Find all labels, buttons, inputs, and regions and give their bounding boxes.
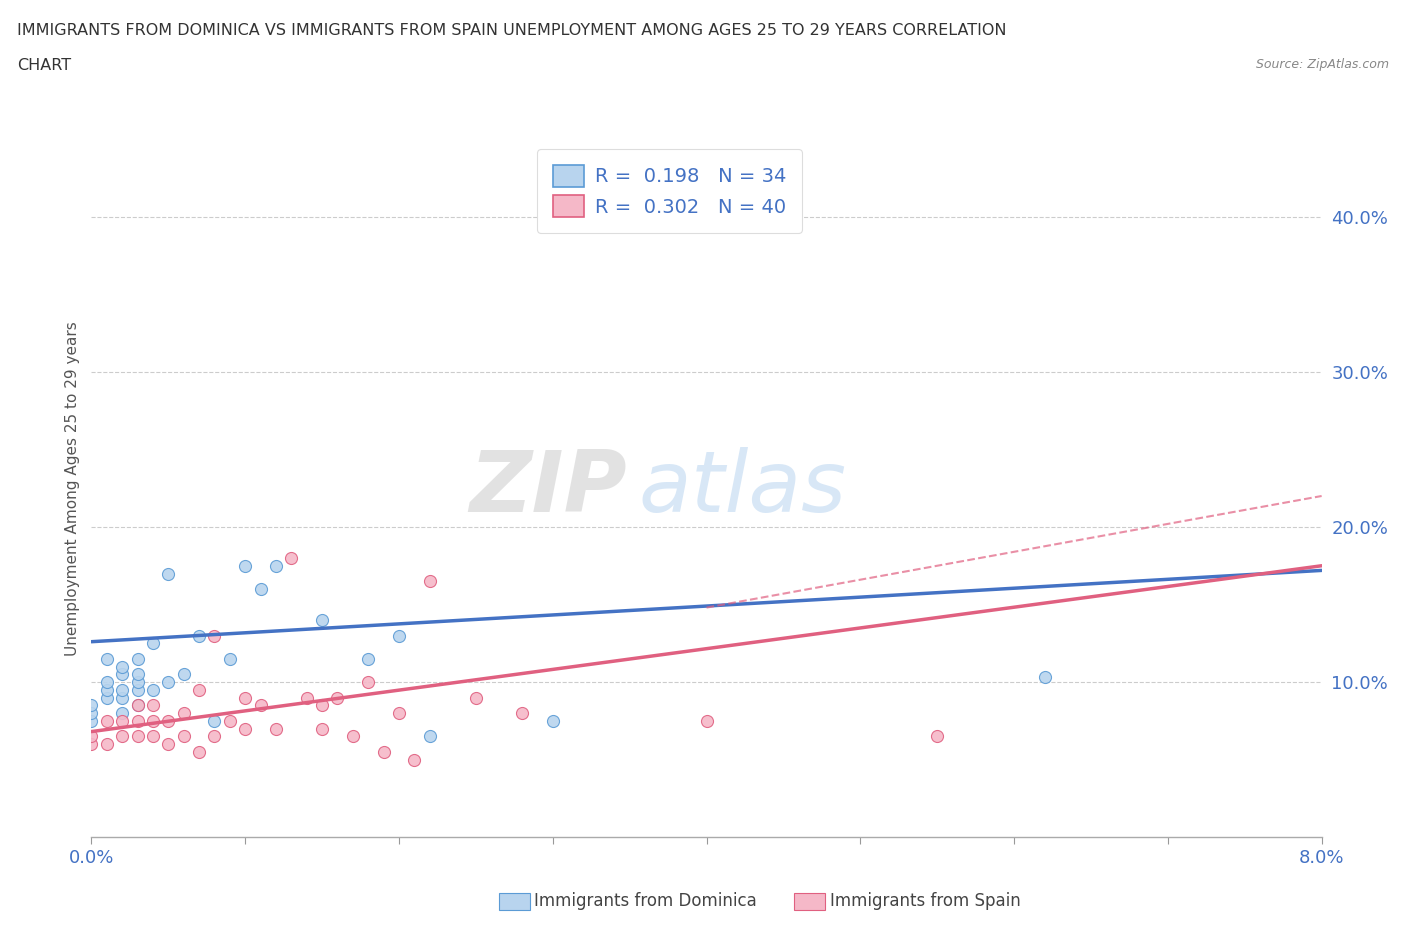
Point	[233, 558, 256, 573]
Point	[419, 574, 441, 589]
Point	[695, 713, 717, 728]
Point	[202, 713, 225, 728]
Point	[264, 558, 287, 573]
Y-axis label: Unemployment Among Ages 25 to 29 years: Unemployment Among Ages 25 to 29 years	[65, 321, 80, 656]
Point	[233, 690, 256, 705]
Point	[111, 659, 134, 674]
Point	[218, 713, 240, 728]
Text: CHART: CHART	[17, 58, 70, 73]
Point	[188, 744, 211, 759]
Point	[127, 651, 149, 666]
Point	[388, 706, 411, 721]
Legend: R =  0.198   N = 34, R =  0.302   N = 40: R = 0.198 N = 34, R = 0.302 N = 40	[537, 149, 803, 233]
Point	[388, 628, 411, 643]
Text: ZIP: ZIP	[470, 446, 627, 530]
Point	[1033, 670, 1056, 684]
Point	[96, 651, 118, 666]
Point	[249, 698, 271, 712]
Point	[142, 698, 165, 712]
Point	[142, 729, 165, 744]
Point	[111, 683, 134, 698]
Point	[202, 628, 225, 643]
Text: Immigrants from Spain: Immigrants from Spain	[830, 892, 1021, 910]
Point	[419, 729, 441, 744]
Point	[357, 651, 380, 666]
Point	[264, 721, 287, 736]
Point	[96, 690, 118, 705]
Point	[202, 729, 225, 744]
Point	[927, 729, 949, 744]
Point	[96, 713, 118, 728]
Point	[218, 651, 240, 666]
Point	[510, 706, 533, 721]
Point	[96, 674, 118, 689]
Point	[311, 698, 333, 712]
Text: Source: ZipAtlas.com: Source: ZipAtlas.com	[1256, 58, 1389, 71]
Point	[249, 581, 271, 596]
Point	[342, 729, 364, 744]
Point	[142, 713, 165, 728]
Point	[111, 706, 134, 721]
Point	[157, 713, 180, 728]
Point	[96, 683, 118, 698]
Point	[127, 683, 149, 698]
Point	[127, 729, 149, 744]
Point	[280, 551, 302, 565]
Point	[173, 667, 195, 682]
Point	[80, 713, 103, 728]
Point	[127, 698, 149, 712]
Point	[233, 721, 256, 736]
Text: atlas: atlas	[638, 446, 846, 530]
Point	[157, 674, 180, 689]
Point	[127, 667, 149, 682]
Point	[326, 690, 349, 705]
Point	[173, 706, 195, 721]
Point	[157, 737, 180, 751]
Point	[142, 636, 165, 651]
Point	[157, 566, 180, 581]
Point	[188, 628, 211, 643]
Point	[80, 706, 103, 721]
Point	[111, 713, 134, 728]
Point	[295, 690, 318, 705]
Point	[111, 690, 134, 705]
Text: IMMIGRANTS FROM DOMINICA VS IMMIGRANTS FROM SPAIN UNEMPLOYMENT AMONG AGES 25 TO : IMMIGRANTS FROM DOMINICA VS IMMIGRANTS F…	[17, 23, 1007, 38]
Point	[142, 683, 165, 698]
Point	[80, 729, 103, 744]
Point	[311, 721, 333, 736]
Point	[404, 752, 426, 767]
Point	[188, 683, 211, 698]
Point	[541, 713, 564, 728]
Point	[80, 698, 103, 712]
Point	[373, 744, 395, 759]
Point	[311, 613, 333, 628]
Point	[127, 698, 149, 712]
Text: Immigrants from Dominica: Immigrants from Dominica	[534, 892, 756, 910]
Point	[357, 674, 380, 689]
Point	[80, 737, 103, 751]
Point	[111, 729, 134, 744]
Point	[173, 729, 195, 744]
Point	[127, 674, 149, 689]
Point	[127, 713, 149, 728]
Point	[464, 690, 486, 705]
Point	[96, 737, 118, 751]
Point	[111, 667, 134, 682]
